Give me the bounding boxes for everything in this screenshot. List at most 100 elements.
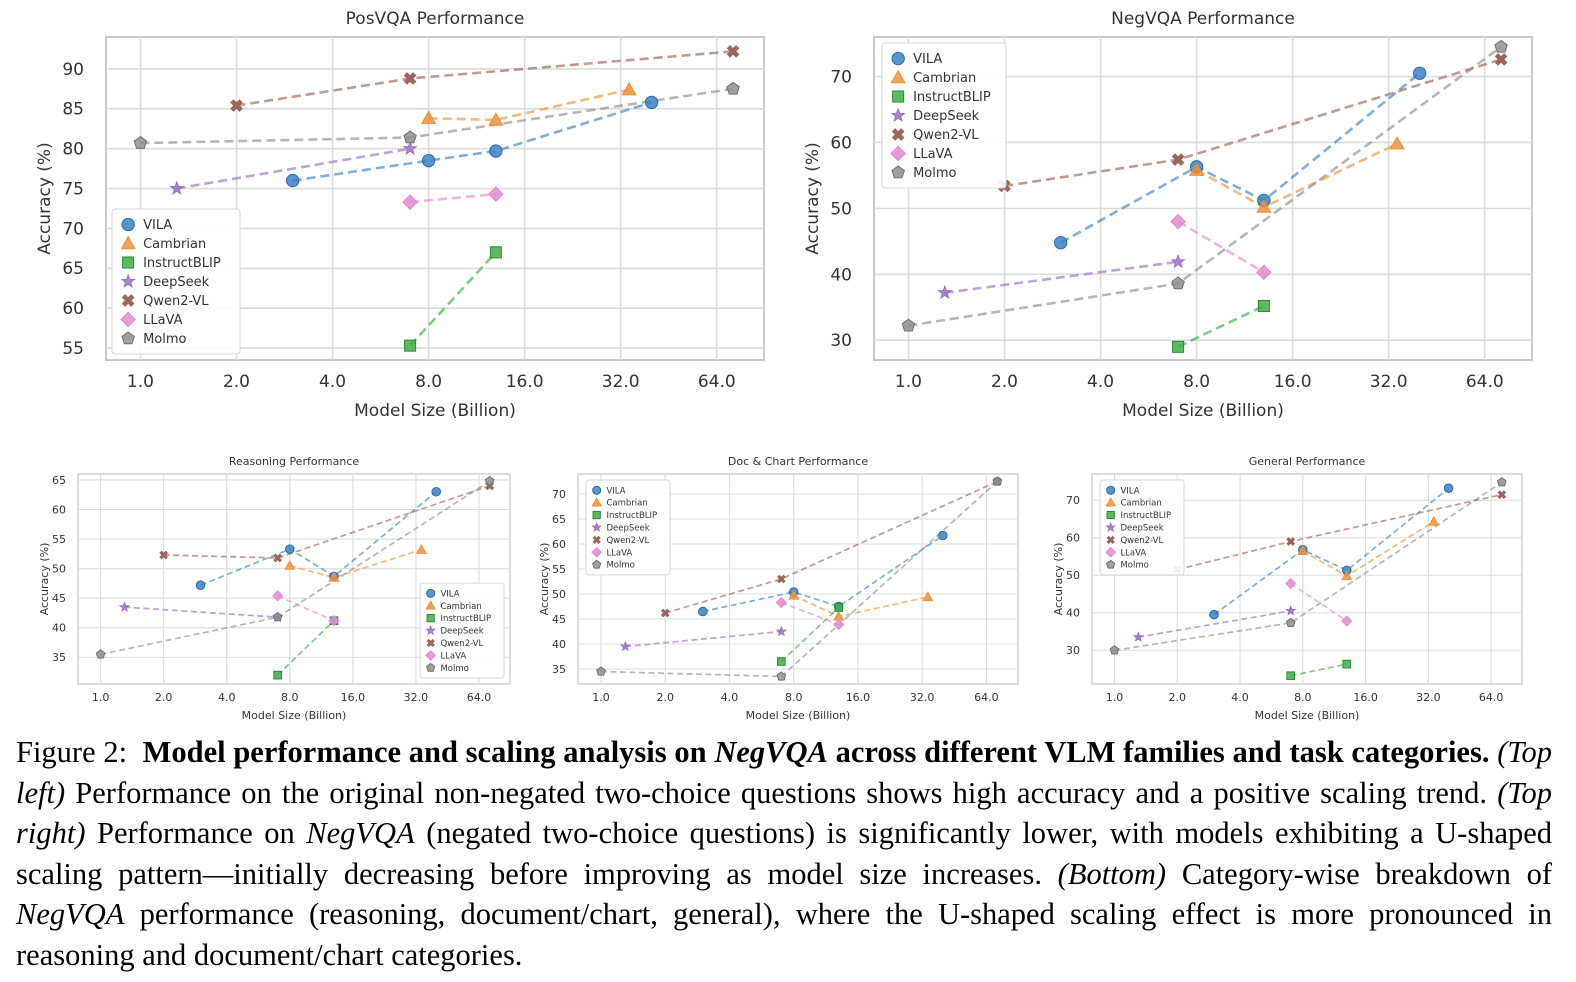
legend-label-instructblip: InstructBLIP [913,90,991,105]
x-tick-label: 4.0 [1087,372,1114,392]
legend-label-deepseek: DeepSeek [913,109,980,124]
point-qwen2-vl [273,553,283,563]
legend-box [419,582,505,679]
series-line-vila [1060,72,1421,244]
legend-label-instructblip: InstructBLIP [1120,511,1171,521]
point-instructblip [1286,671,1296,681]
legend-label-cambrian: Cambrian [1120,499,1161,509]
y-tick-label: 45 [52,592,66,605]
y-tick-label: 90 [62,60,84,80]
legend-box [1099,479,1185,576]
x-tick-label: 1.0 [592,691,610,704]
point-cambrian [420,110,437,125]
point-deepseek [937,284,953,300]
legend-label-qwen2-vl: Qwen2-VL [913,128,979,143]
point-qwen2-vl [1494,53,1508,66]
point-qwen2-vl [1497,490,1507,500]
y-tick-label: 30 [1066,644,1080,657]
point-instructblip [1257,299,1270,312]
legend-marker-molmo [426,662,436,672]
series-line-llava [1290,582,1348,622]
x-tick-label: 2.0 [1169,691,1187,704]
point-molmo [901,318,916,332]
x-tick-label: 2.0 [223,372,250,392]
legend-marker-qwen2-vl [426,638,435,648]
legend-marker-instructblip [122,256,135,269]
legend: VILA Cambrian InstructBLIP DeepSeek Qwen2-VL… [585,479,671,576]
x-tick-label: 64.0 [1466,372,1504,392]
point-deepseek [619,640,631,652]
point-deepseek [169,180,185,195]
point-qwen2-vl [159,550,169,560]
point-molmo [272,612,283,622]
chart-title: Reasoning Performance [229,455,360,468]
point-molmo [1109,645,1120,655]
series-line-molmo [600,480,998,678]
legend-label-vila: VILA [913,52,942,67]
series-line-deepseek [1138,610,1291,638]
y-axis-label: Accuracy (%) [35,142,55,254]
x-tick-label: 16.0 [1353,691,1378,704]
point-vila [1412,66,1427,80]
legend-label-llava: LLaVA [913,147,953,162]
legend-marker-instructblip [892,90,905,103]
point-vila [489,144,503,158]
legend-marker-cambrian [890,69,906,84]
series-line-instructblip [1177,304,1265,348]
y-tick-label: 60 [830,133,852,153]
series-line-vila [292,101,652,182]
legend-label-instructblip: InstructBLIP [606,511,657,521]
legend-label-cambrian: Cambrian [440,602,481,612]
point-vila [938,530,948,541]
point-llava [775,596,787,609]
caption-top-right-text: (negated two-choice questions) is signif… [16,816,1553,891]
legend-marker-deepseek [591,521,603,533]
y-tick-label: 60 [1066,532,1080,545]
x-tick-label: 4.0 [218,691,236,704]
x-tick-label: 16.0 [341,691,366,704]
series-line-cambrian [428,88,630,122]
legend-label-cambrian: Cambrian [913,71,976,86]
legend-box [585,479,671,576]
x-tick-label: 32.0 [1416,691,1441,704]
x-tick-label: 64.0 [698,372,736,392]
y-tick-label: 70 [62,219,84,239]
y-tick-label: 30 [830,331,852,351]
point-vila [285,544,295,554]
x-tick-label: 16.0 [506,372,544,392]
x-axis-label: Model Size (Billion) [746,709,851,722]
legend-marker-deepseek [425,624,437,636]
x-tick-label: 8.0 [1294,691,1312,704]
y-axis-label: Accuracy (%) [1052,543,1065,616]
legend-label-qwen2-vl: Qwen2-VL [440,639,483,649]
point-vila [431,486,441,497]
x-tick-label: 16.0 [846,691,871,704]
point-cambrian [328,571,340,582]
series-line-deepseek [625,630,782,648]
caption-title: Model performance and scaling analysis o… [142,735,1490,769]
y-tick-label: 45 [552,613,566,626]
y-tick-label: 60 [52,503,66,516]
x-tick-label: 32.0 [404,691,429,704]
x-tick-label: 64.0 [467,691,492,704]
point-llava [1170,213,1186,230]
point-instructblip [489,246,502,259]
x-tick-label: 8.0 [281,691,299,704]
legend: VILA Cambrian InstructBLIP DeepSeek Qwen2-VL… [419,582,505,679]
legend-marker-deepseek [120,273,136,288]
point-vila [285,173,300,188]
point-vila [698,606,708,617]
series-line-vila [200,491,437,586]
point-cambrian [1428,515,1440,526]
x-tick-label: 64.0 [1479,691,1504,704]
point-molmo [1171,276,1185,290]
point-llava [488,186,504,202]
legend-label-vila: VILA [143,218,172,233]
posvqa-chart: 1.0 2.0 4.0 8.0 16.0 32.0 64.0 55 60 65 70 75 80 85 90… [0,0,792,446]
legend: VILA Cambrian InstructBLIP DeepSeek Qwen2-VL… [1099,479,1185,576]
legend-marker-qwen2-vl [121,294,135,307]
legend-label-molmo: Molmo [440,664,468,674]
legend-marker-cambrian [120,235,136,250]
y-tick-label: 40 [830,265,852,285]
y-tick-label: 50 [830,199,852,219]
